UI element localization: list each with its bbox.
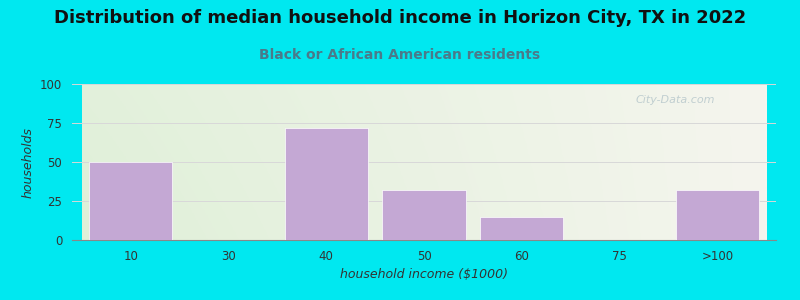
Text: City-Data.com: City-Data.com bbox=[635, 94, 714, 105]
Bar bbox=[480, 217, 563, 240]
Y-axis label: households: households bbox=[22, 127, 34, 197]
Bar bbox=[676, 190, 759, 240]
Text: Black or African American residents: Black or African American residents bbox=[259, 48, 541, 62]
Bar bbox=[285, 128, 368, 240]
Text: Distribution of median household income in Horizon City, TX in 2022: Distribution of median household income … bbox=[54, 9, 746, 27]
X-axis label: household income ($1000): household income ($1000) bbox=[340, 268, 508, 281]
Bar bbox=[89, 162, 172, 240]
Bar bbox=[382, 190, 466, 240]
